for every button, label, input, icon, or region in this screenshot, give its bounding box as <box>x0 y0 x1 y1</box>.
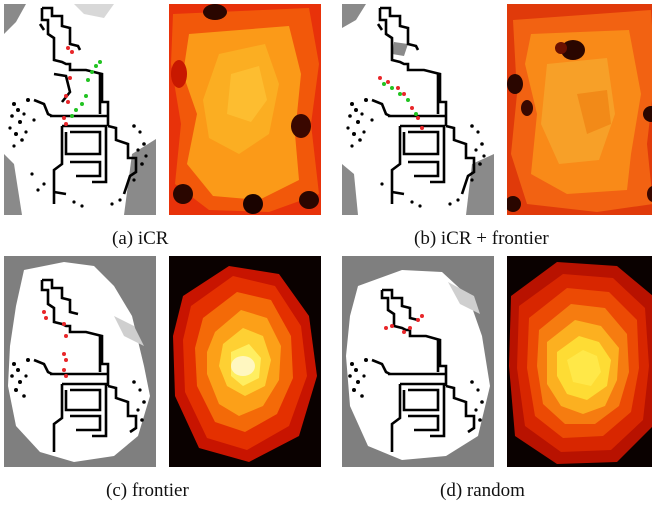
map-svg-d <box>342 256 494 467</box>
heatmap-svg-d <box>507 256 652 467</box>
occupancy-map-a <box>4 4 156 215</box>
heatmap-svg-a <box>169 4 321 215</box>
heatmap-svg-b <box>507 4 652 215</box>
heatmap-c <box>169 256 321 467</box>
occupancy-map-c <box>4 256 156 467</box>
map-svg-b <box>342 4 494 215</box>
heatmap-b <box>507 4 652 215</box>
panel-a: (a) iCR <box>4 4 324 254</box>
heatmap-d <box>507 256 652 467</box>
caption-b: (b) iCR + frontier <box>414 228 549 249</box>
panel-d: (d) random <box>342 256 652 506</box>
caption-d: (d) random <box>440 480 525 501</box>
panel-c: (c) frontier <box>4 256 324 506</box>
map-svg-c <box>4 256 156 467</box>
heatmap-svg-c <box>169 256 321 467</box>
heatmap-a <box>169 4 321 215</box>
occupancy-map-b <box>342 4 494 215</box>
caption-a: (a) iCR <box>112 228 169 249</box>
panel-b: (b) iCR + frontier <box>342 4 652 254</box>
map-svg-a <box>4 4 156 215</box>
occupancy-map-d <box>342 256 494 467</box>
caption-c: (c) frontier <box>106 480 189 501</box>
